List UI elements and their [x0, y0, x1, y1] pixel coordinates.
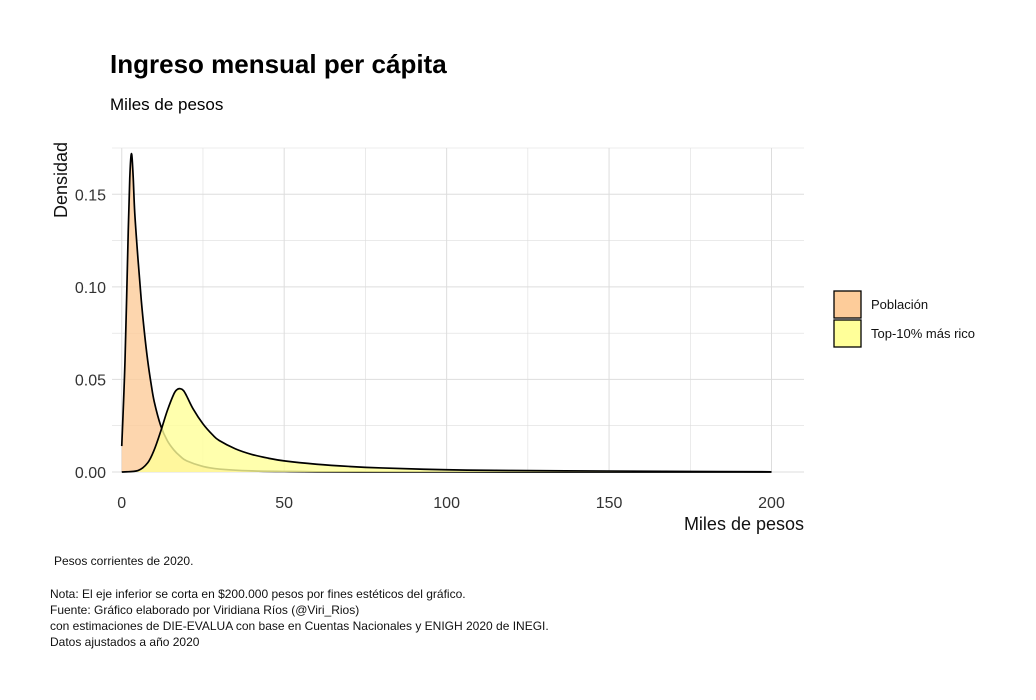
x-tick-label: 50 [275, 495, 293, 512]
footnote-nota: Nota: El eje inferior se corta en $200.0… [50, 587, 466, 601]
footnote-ajuste: Datos ajustados a año 2020 [50, 635, 200, 649]
x-tick-label: 150 [596, 495, 623, 512]
x-tick-label: 0 [117, 495, 126, 512]
y-axis-ticks: 0.00 0.05 0.10 0.15 [75, 187, 106, 482]
y-axis-label: Densidad [51, 142, 71, 218]
density-chart: Ingreso mensual per cápita Miles de peso… [51, 49, 975, 534]
y-tick-label: 0.10 [75, 280, 106, 297]
footnote-fuente: Fuente: Gráfico elaborado por Viridiana … [50, 603, 360, 617]
legend-label-poblacion: Población [871, 297, 928, 312]
footnote-currency: Pesos corrientes de 2020. [54, 554, 194, 568]
chart-subtitle: Miles de pesos [110, 95, 223, 114]
y-tick-label: 0.05 [75, 372, 106, 389]
chart-title: Ingreso mensual per cápita [110, 49, 447, 79]
x-tick-label: 100 [433, 495, 460, 512]
x-axis-ticks: 0 50 100 150 200 [117, 495, 785, 512]
legend-label-top10: Top-10% más rico [871, 326, 975, 341]
gridlines [112, 147, 804, 473]
legend-swatch-top10 [833, 319, 862, 348]
footnote-estimaciones: con estimaciones de DIE-EVALUA con base … [50, 619, 549, 633]
density-curve-top10 [121, 387, 772, 473]
y-tick-label: 0.15 [75, 187, 106, 204]
legend: Población Top-10% más rico [833, 290, 975, 348]
x-axis-label: Miles de pesos [684, 514, 804, 534]
legend-swatch-poblacion [833, 290, 862, 319]
density-areas [120, 152, 772, 473]
y-tick-label: 0.00 [75, 465, 106, 482]
x-tick-label: 200 [758, 495, 785, 512]
